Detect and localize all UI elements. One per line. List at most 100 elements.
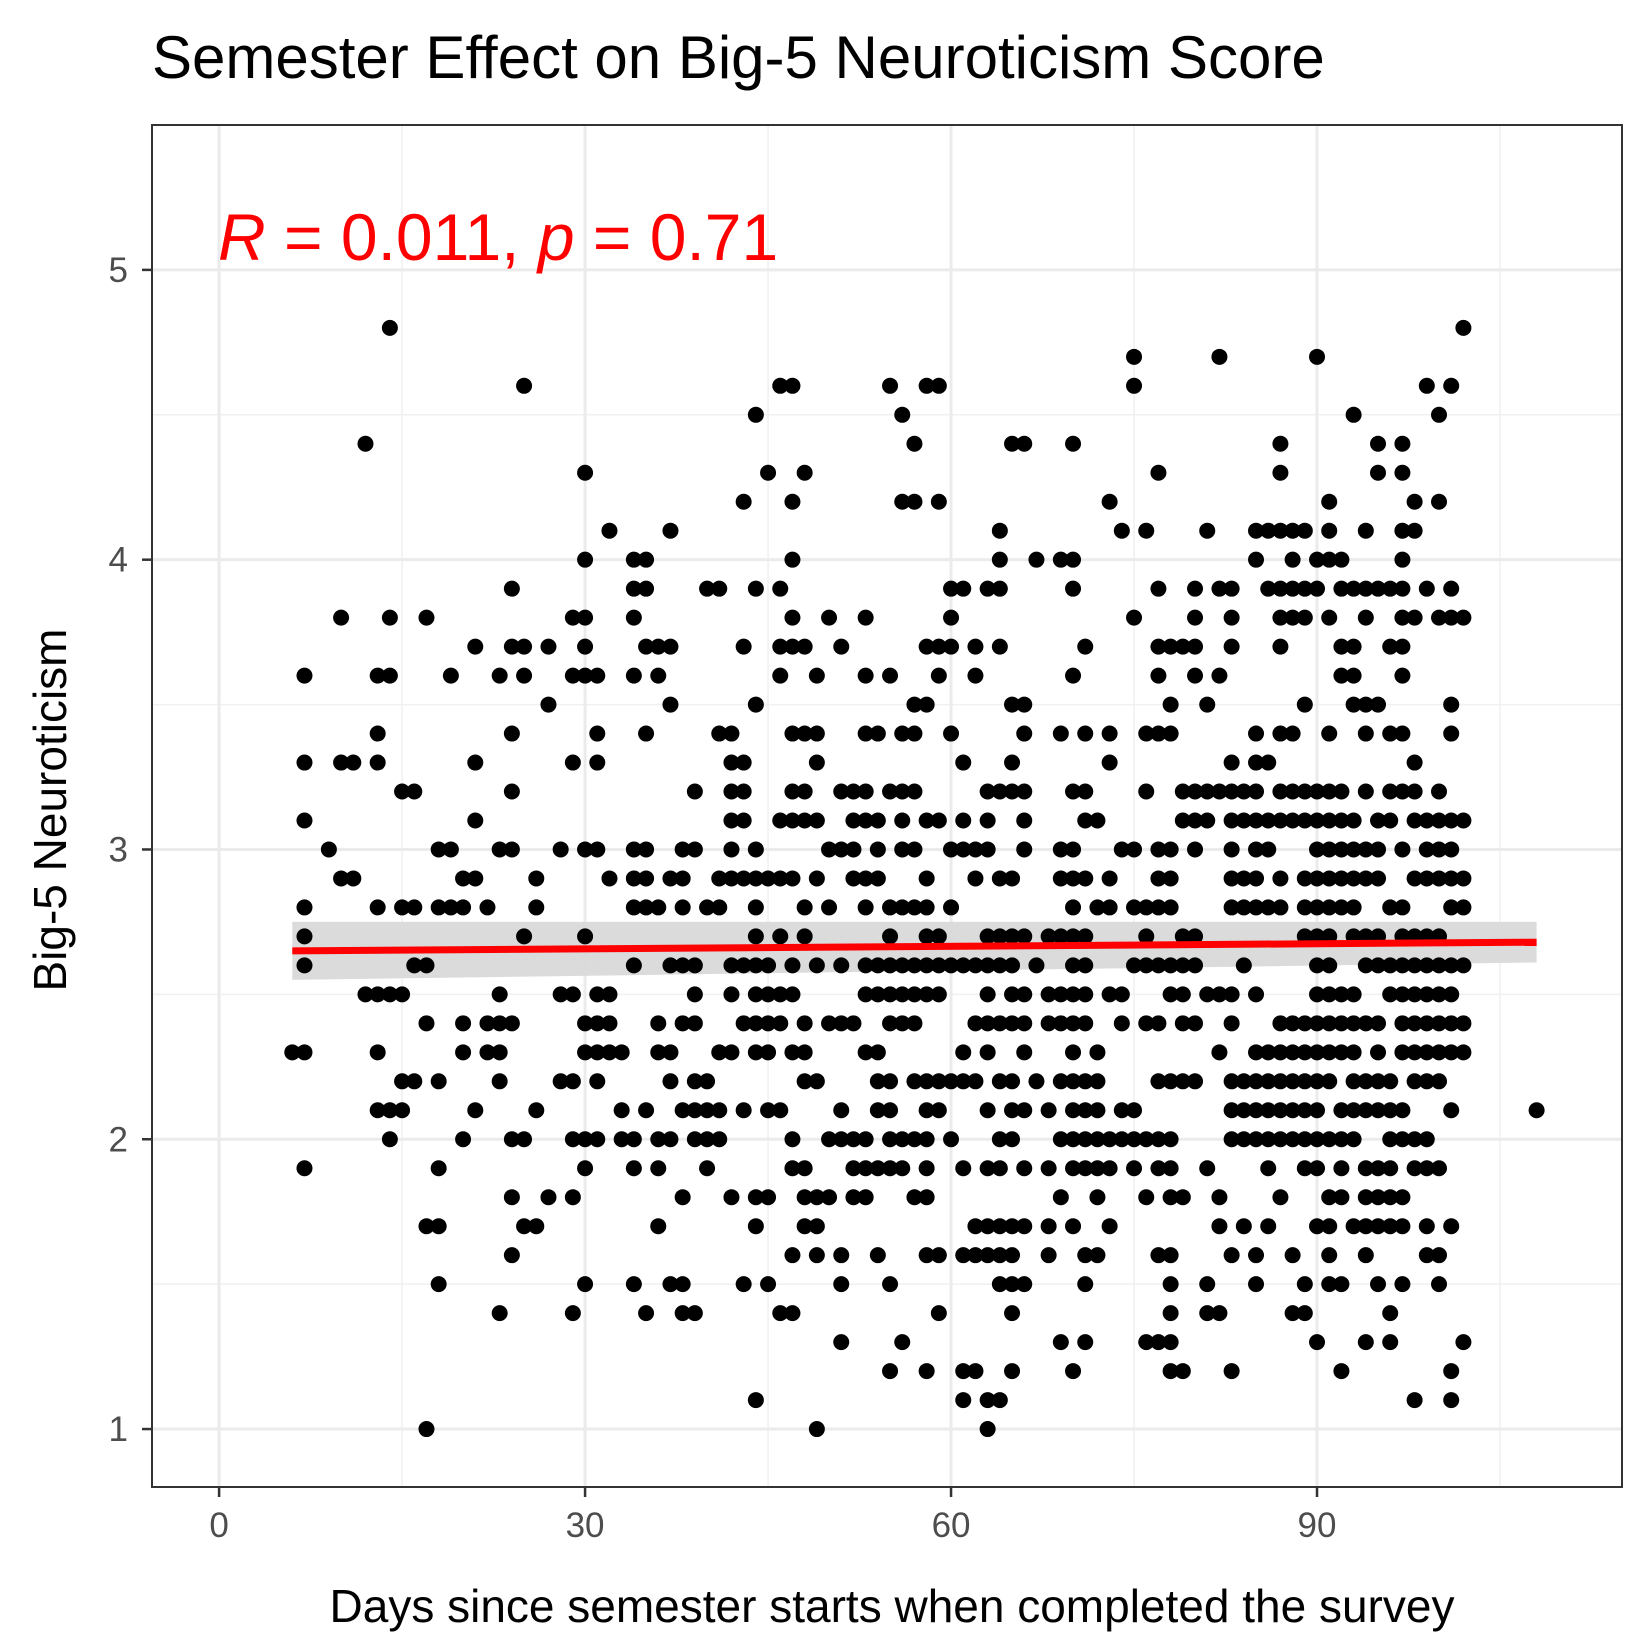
data-point: [991, 1218, 1008, 1235]
data-point: [1333, 1015, 1350, 1032]
data-point: [406, 783, 423, 800]
data-point: [1187, 957, 1204, 974]
data-point: [503, 1247, 520, 1264]
data-point: [1113, 986, 1130, 1003]
data-point: [1357, 1015, 1374, 1032]
data-point: [930, 1247, 947, 1264]
data-point: [1089, 1131, 1106, 1148]
data-point: [1296, 1305, 1313, 1322]
data-point: [1077, 1247, 1094, 1264]
data-point: [1382, 899, 1399, 916]
data-point: [1296, 1102, 1313, 1119]
data-point: [601, 1015, 618, 1032]
data-point: [1150, 1160, 1167, 1177]
data-point: [333, 870, 350, 887]
data-point: [638, 899, 655, 916]
data-point: [857, 812, 874, 829]
data-point: [1004, 986, 1021, 1003]
data-point: [1455, 609, 1472, 626]
data-point: [711, 1102, 728, 1119]
data-point: [1357, 696, 1374, 713]
data-point: [845, 1131, 862, 1148]
data-point: [1431, 1160, 1448, 1177]
data-point: [1077, 725, 1094, 742]
data-point: [1162, 986, 1179, 1003]
data-point: [1357, 870, 1374, 887]
data-point: [1333, 812, 1350, 829]
data-point: [1162, 957, 1179, 974]
data-point: [528, 1102, 545, 1119]
data-point: [1162, 696, 1179, 713]
data-point: [1406, 957, 1423, 974]
data-point: [711, 870, 728, 887]
data-point: [979, 957, 996, 974]
data-point: [1162, 1131, 1179, 1148]
data-point: [674, 1276, 691, 1293]
data-point: [1065, 551, 1082, 568]
data-point: [1065, 783, 1082, 800]
data-point: [1455, 1015, 1472, 1032]
data-point: [1211, 1218, 1228, 1235]
data-point: [943, 841, 960, 858]
data-point: [1309, 580, 1326, 597]
data-point: [1370, 1102, 1387, 1119]
data-point: [772, 812, 789, 829]
data-point: [381, 1102, 398, 1119]
data-point: [1187, 928, 1204, 945]
data-point: [821, 899, 838, 916]
data-point: [1272, 1102, 1289, 1119]
data-point: [430, 1160, 447, 1177]
data-point: [1284, 1305, 1301, 1322]
data-point: [1394, 1015, 1411, 1032]
data-point: [1052, 725, 1069, 742]
data-point: [1370, 1160, 1387, 1177]
data-point: [1223, 783, 1240, 800]
data-point: [845, 870, 862, 887]
data-point: [1333, 1102, 1350, 1119]
data-point: [991, 957, 1008, 974]
data-point: [930, 493, 947, 510]
data-point: [528, 1218, 545, 1235]
data-point: [1284, 783, 1301, 800]
data-point: [955, 1044, 972, 1061]
data-point: [1150, 1247, 1167, 1264]
data-point: [638, 551, 655, 568]
data-point: [1004, 783, 1021, 800]
data-point: [1431, 957, 1448, 974]
y-tick-label: 1: [109, 1410, 128, 1449]
data-point: [955, 957, 972, 974]
data-point: [735, 1102, 752, 1119]
data-point: [1418, 1044, 1435, 1061]
data-point: [967, 1363, 984, 1380]
data-point: [943, 899, 960, 916]
data-point: [1333, 1160, 1350, 1177]
data-point: [1248, 986, 1265, 1003]
data-point: [564, 667, 581, 684]
data-point: [516, 928, 533, 945]
data-point: [991, 638, 1008, 655]
data-point: [857, 1160, 874, 1177]
data-point: [1199, 1160, 1216, 1177]
data-point: [1016, 812, 1033, 829]
data-point: [577, 667, 594, 684]
data-point: [869, 841, 886, 858]
data-point: [1260, 1073, 1277, 1090]
data-point: [1150, 1131, 1167, 1148]
data-point: [735, 754, 752, 771]
data-point: [1126, 348, 1143, 365]
data-point: [1418, 841, 1435, 858]
data-point: [1418, 1160, 1435, 1177]
data-point: [1455, 812, 1472, 829]
data-point: [1333, 870, 1350, 887]
data-point: [784, 377, 801, 394]
data-point: [1150, 667, 1167, 684]
data-point: [686, 1131, 703, 1148]
data-point: [930, 667, 947, 684]
data-point: [1370, 870, 1387, 887]
data-point: [1357, 1160, 1374, 1177]
data-point: [625, 1131, 642, 1148]
data-point: [1418, 1015, 1435, 1032]
data-point: [1052, 1334, 1069, 1351]
p-value-text: = 0.71: [575, 200, 779, 274]
data-point: [1370, 957, 1387, 974]
